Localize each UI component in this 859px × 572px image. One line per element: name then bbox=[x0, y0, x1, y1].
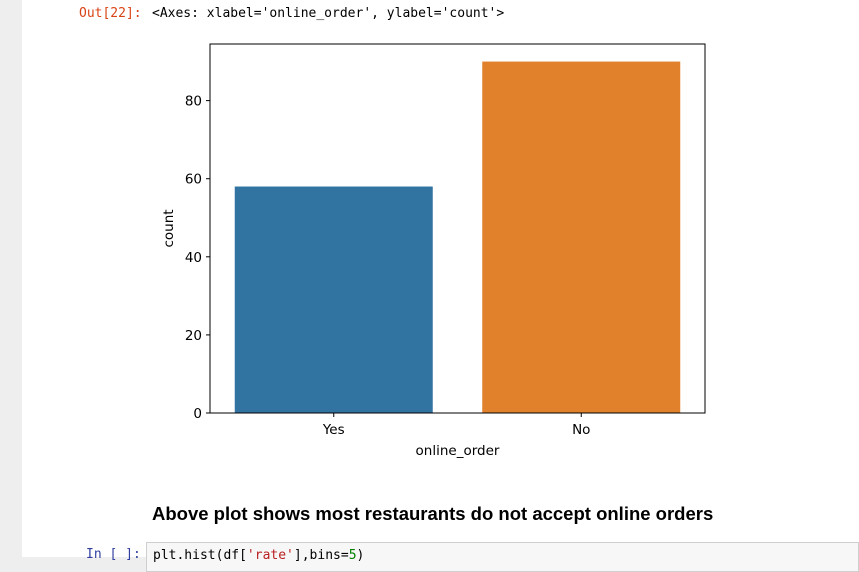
left-gutter bbox=[0, 0, 22, 557]
axes-frame bbox=[209, 43, 706, 414]
y-axis-label: count bbox=[161, 209, 177, 247]
x-tick-label: No bbox=[572, 422, 590, 438]
code-cell-input[interactable]: plt.hist(df['rate'],bins=5) bbox=[146, 542, 859, 572]
y-tick-label: 60 bbox=[185, 172, 202, 188]
markdown-heading: Above plot shows most restaurants do not… bbox=[152, 503, 714, 524]
code-string-literal: 'rate' bbox=[246, 548, 294, 563]
code-line: plt.hist(df['rate'],bins=5) bbox=[153, 548, 364, 563]
bar-yes bbox=[234, 186, 433, 413]
notebook-area: Out[22]: <Axes: xlabel='online_order', y… bbox=[22, 0, 859, 572]
y-tick-label: 20 bbox=[185, 328, 202, 344]
bar-no bbox=[482, 61, 681, 413]
axes-repr-text: <Axes: xlabel='online_order', ylabel='co… bbox=[152, 6, 505, 21]
output-prompt: Out[22]: bbox=[79, 6, 142, 21]
code-suffix: ) bbox=[356, 548, 365, 563]
code-number-literal: 5 bbox=[348, 548, 357, 563]
code-prefix: plt.hist(df[ bbox=[153, 548, 247, 563]
bar-chart: 0 20 40 60 80 Yes No online_order count bbox=[161, 43, 706, 459]
y-tick-label: 80 bbox=[185, 94, 202, 110]
code-middle: ],bins= bbox=[293, 548, 349, 563]
x-tick-label: Yes bbox=[322, 422, 345, 438]
input-prompt: In [ ]: bbox=[86, 547, 141, 562]
y-tick-label: 0 bbox=[193, 406, 202, 422]
x-axis-label: online_order bbox=[416, 443, 500, 459]
y-tick-label: 40 bbox=[185, 250, 202, 266]
